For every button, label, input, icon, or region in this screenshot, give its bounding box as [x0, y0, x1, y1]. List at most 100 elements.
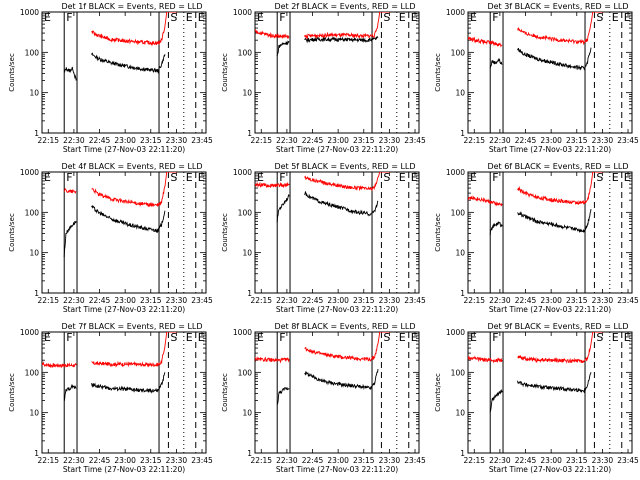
x-tick-label: 23:30	[592, 456, 614, 465]
y-tick-label: 1	[460, 129, 465, 138]
x-tick-label: 22:30	[63, 296, 85, 305]
detector-panel-4: Det 4f BLACK = Events, RED = LLD 1 10 100 10…	[0, 160, 213, 320]
plot-frame	[467, 331, 633, 454]
panel-title: Det 7f BLACK = Events, RED = LLD	[61, 322, 202, 331]
marker-letter: F	[279, 11, 285, 24]
y-tick-label: 10	[242, 89, 252, 98]
detector-panel-3: Det 3f BLACK = Events, RED = LLD 1 10 100 10…	[426, 0, 639, 160]
x-tick-label: 23:30	[592, 296, 614, 305]
series-line-lld	[91, 172, 177, 208]
x-tick-label: 23:00	[114, 136, 136, 145]
marker-letter: E	[411, 11, 418, 24]
series-line-events	[489, 57, 503, 69]
marker-letter: E	[257, 171, 264, 184]
marker-letter: S	[383, 11, 390, 24]
x-tick-label: 23:45	[617, 456, 639, 465]
series-line-lld	[517, 12, 603, 46]
y-tick-label: 100	[25, 368, 40, 377]
x-tick-label: 22:30	[489, 456, 511, 465]
series-line-events	[91, 372, 166, 394]
marker-letter: F	[66, 331, 72, 344]
series-line-events	[489, 389, 503, 413]
plot-frame	[467, 11, 633, 134]
y-tick-label: 10	[29, 409, 39, 418]
x-tick-label: 23:15	[566, 456, 588, 465]
plot-frame	[41, 11, 207, 134]
series-line-lld	[255, 28, 290, 40]
x-tick-label: 23:30	[379, 296, 401, 305]
x-tick-label: 23:00	[327, 296, 349, 305]
x-tick-label: 23:30	[379, 456, 401, 465]
y-axis-label: Counts/sec	[221, 373, 229, 412]
x-tick-label: 23:30	[592, 136, 614, 145]
marker-letter: E	[624, 11, 631, 24]
detector-chart-9: Det 9f BLACK = Events, RED = LLD 1 10 100 10…	[434, 322, 639, 474]
series-line-lld	[255, 356, 290, 364]
y-tick-label: 100	[25, 208, 40, 217]
x-tick-label: 22:30	[63, 136, 85, 145]
marker-letter: S	[170, 11, 177, 24]
detector-panel-8: Det 8f BLACK = Events, RED = LLD 1 10 100 10…	[213, 320, 426, 480]
marker-letter: S	[170, 171, 177, 184]
y-tick-label: 10	[242, 249, 252, 258]
x-axis-label: Start Time (27-Nov-03 22:11:20)	[63, 305, 185, 314]
series-line-lld	[255, 181, 290, 189]
y-tick-label: 100	[238, 368, 253, 377]
series-line-events	[276, 193, 290, 223]
y-axis-label: Counts/sec	[221, 53, 229, 92]
y-tick-label: 1	[34, 129, 39, 138]
x-tick-label: 23:00	[540, 136, 562, 145]
x-tick-label: 23:30	[166, 296, 188, 305]
series-line-lld	[42, 361, 77, 369]
detector-chart-8: Det 8f BLACK = Events, RED = LLD 1 10 100 10…	[221, 322, 426, 474]
x-tick-label: 22:15	[37, 456, 59, 465]
x-tick-label: 22:45	[515, 136, 537, 145]
marker-letter: F	[66, 171, 72, 184]
y-tick-label: 1	[34, 289, 39, 298]
marker-letter: E	[257, 11, 264, 24]
y-tick-label: 10	[455, 409, 465, 418]
series-line-lld	[517, 332, 603, 364]
series-line-lld	[468, 195, 503, 207]
x-tick-label: 23:45	[404, 296, 426, 305]
marker-letter: S	[596, 11, 603, 24]
y-axis-label: Counts/sec	[8, 373, 16, 412]
x-axis-label: Start Time (27-Nov-03 22:11:20)	[489, 465, 611, 474]
x-axis-label: Start Time (27-Nov-03 22:11:20)	[63, 145, 185, 154]
detector-chart-1: Det 1f BLACK = Events, RED = LLD 1 10 100 10…	[8, 2, 213, 154]
marker-letter: E	[624, 171, 631, 184]
x-tick-label: 22:15	[37, 296, 59, 305]
series-line-events	[304, 190, 379, 217]
marker-letter: F	[492, 171, 498, 184]
marker-letter: E	[470, 171, 477, 184]
marker-letter: E	[198, 331, 205, 344]
marker-letter: E	[257, 331, 264, 344]
x-tick-label: 23:15	[140, 296, 162, 305]
marker-letter: E	[612, 171, 619, 184]
detector-chart-5: Det 5f BLACK = Events, RED = LLD 1 10 100 10…	[221, 162, 426, 314]
x-tick-label: 22:45	[302, 136, 324, 145]
y-tick-label: 10	[455, 249, 465, 258]
x-tick-label: 22:30	[63, 456, 85, 465]
x-tick-label: 23:45	[617, 296, 639, 305]
series-line-events	[517, 209, 592, 234]
plot-frame	[254, 331, 420, 454]
marker-letter: E	[44, 11, 51, 24]
marker-letter: F	[66, 11, 72, 24]
detector-panel-7: Det 7f BLACK = Events, RED = LLD 1 10 100 10…	[0, 320, 213, 480]
panel-title: Det 8f BLACK = Events, RED = LLD	[274, 322, 415, 331]
y-tick-label: 1	[460, 289, 465, 298]
x-tick-label: 23:15	[140, 136, 162, 145]
x-tick-label: 23:00	[540, 456, 562, 465]
y-tick-label: 1	[247, 129, 252, 138]
x-axis-label: Start Time (27-Nov-03 22:11:20)	[63, 465, 185, 474]
marker-letter: F	[279, 331, 285, 344]
x-tick-label: 23:45	[404, 456, 426, 465]
detector-panel-2: Det 2f BLACK = Events, RED = LLD 1 10 100 10…	[213, 0, 426, 160]
y-tick-label: 1000	[233, 328, 252, 337]
plot-frame	[254, 171, 420, 294]
marker-letter: E	[186, 331, 193, 344]
x-tick-label: 23:00	[540, 296, 562, 305]
x-tick-label: 23:45	[404, 136, 426, 145]
